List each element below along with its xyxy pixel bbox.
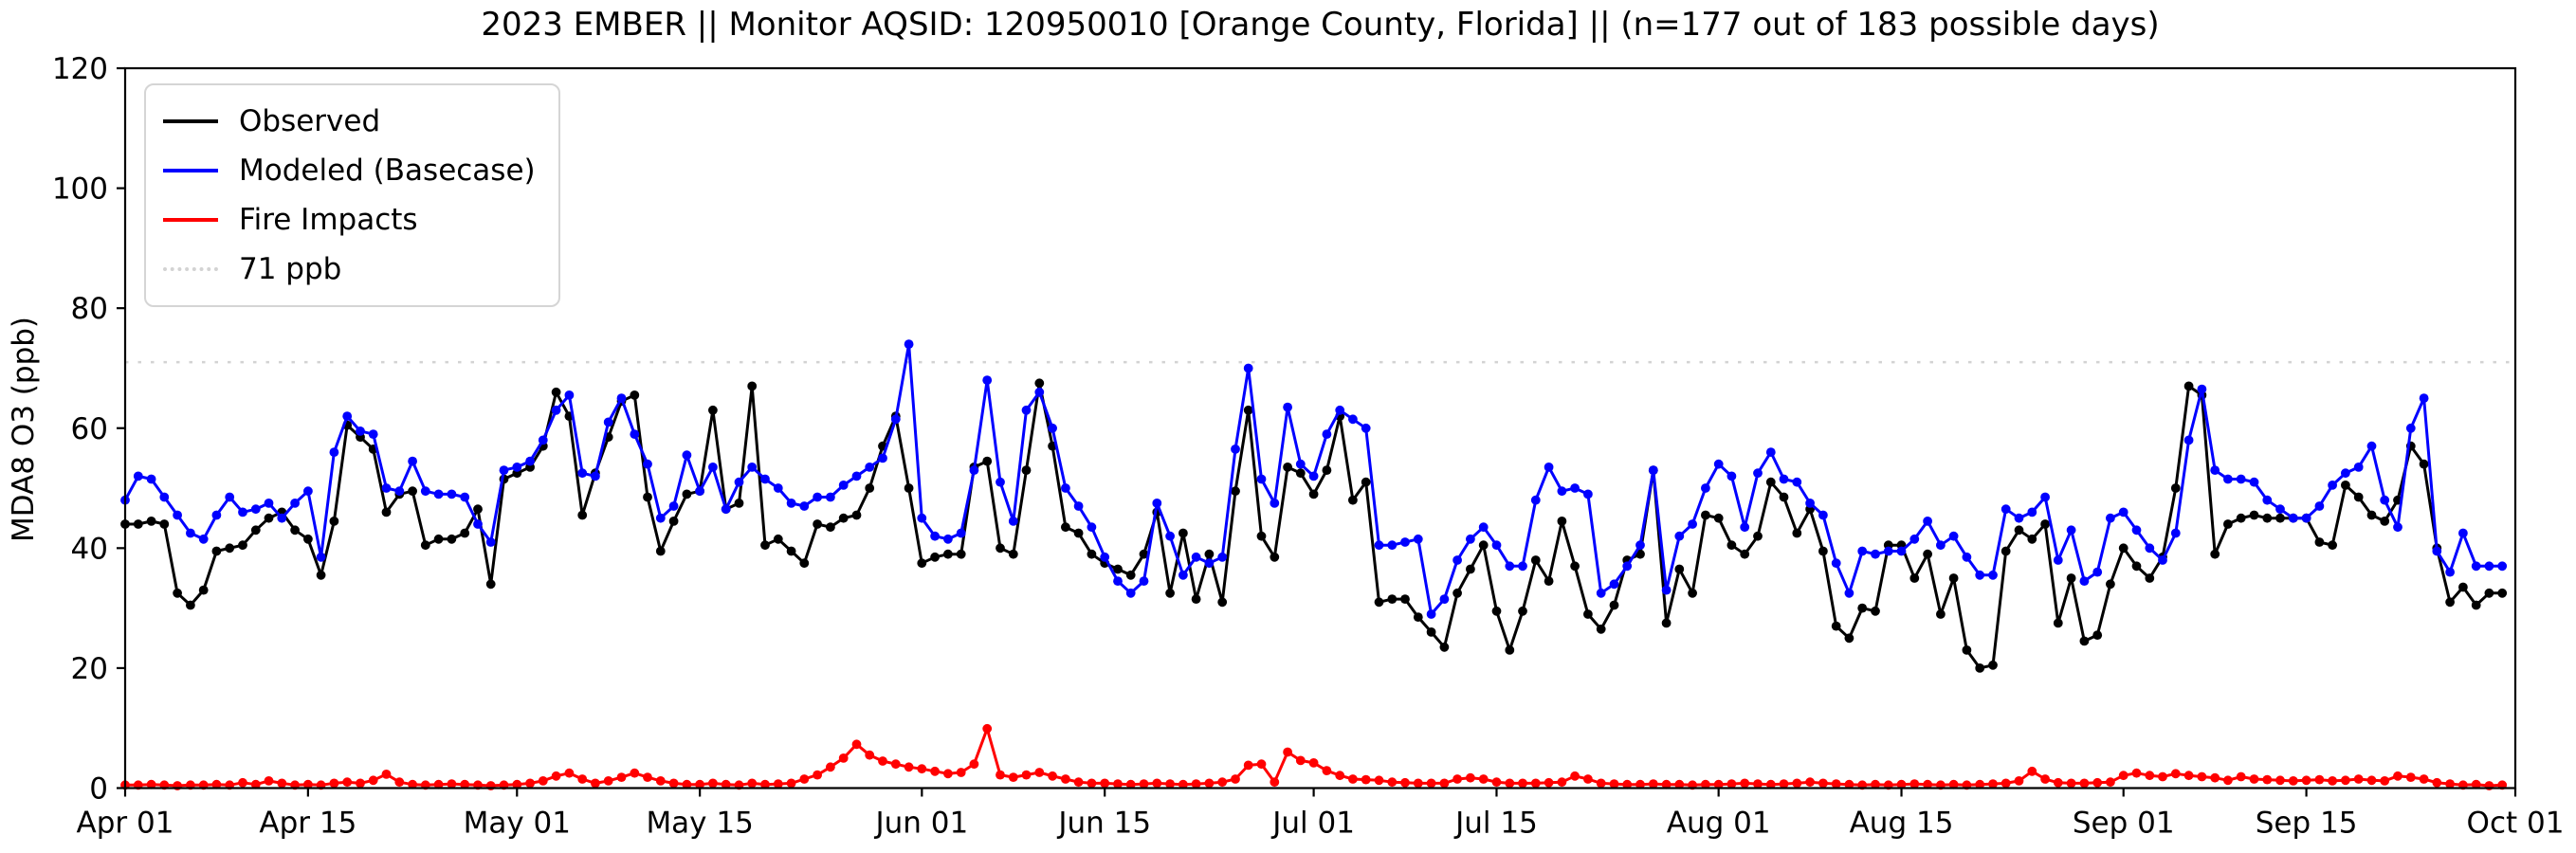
svg-text:Jul 15: Jul 15 xyxy=(1453,807,1538,841)
legend-label-71ppb: 71 ppb xyxy=(239,252,342,286)
svg-text:Aug 01: Aug 01 xyxy=(1667,807,1771,841)
modeled-line-swatch xyxy=(163,169,218,172)
svg-text:80: 80 xyxy=(71,292,108,326)
svg-text:120: 120 xyxy=(52,52,108,86)
series-modeled-basecase- xyxy=(120,339,2508,619)
legend-label-modeled: Modeled (Basecase) xyxy=(239,154,536,188)
threshold-line-swatch xyxy=(163,267,218,271)
svg-text:60: 60 xyxy=(71,412,108,446)
svg-text:May 01: May 01 xyxy=(464,807,571,841)
series-fire-impacts xyxy=(120,723,2508,790)
svg-text:40: 40 xyxy=(71,532,108,566)
data-series-lines xyxy=(120,339,2508,790)
svg-text:100: 100 xyxy=(52,172,108,207)
svg-text:Jun 15: Jun 15 xyxy=(1056,807,1151,841)
legend-label-observed: Observed xyxy=(239,104,381,138)
svg-text:Aug 15: Aug 15 xyxy=(1850,807,1954,841)
svg-text:Sep 15: Sep 15 xyxy=(2256,807,2358,841)
legend-item-modeled: Modeled (Basecase) xyxy=(163,146,536,195)
axis-ticks xyxy=(117,66,2517,797)
observed-line-swatch xyxy=(163,119,218,123)
y-axis-label: MDA8 O3 (ppb) xyxy=(7,316,41,543)
svg-text:20: 20 xyxy=(71,652,108,686)
fire-line-swatch xyxy=(163,218,218,222)
svg-text:Apr 01: Apr 01 xyxy=(77,807,174,841)
svg-text:May 15: May 15 xyxy=(646,807,753,841)
legend: Observed Modeled (Basecase) Fire Impacts… xyxy=(144,83,560,307)
svg-text:Oct 01: Oct 01 xyxy=(2467,807,2565,841)
legend-label-threshold-fire: Fire Impacts xyxy=(239,203,418,237)
svg-text:Apr 15: Apr 15 xyxy=(259,807,356,841)
svg-text:Jun 01: Jun 01 xyxy=(873,807,968,841)
svg-text:0: 0 xyxy=(89,772,108,807)
svg-text:Jul 01: Jul 01 xyxy=(1270,807,1355,841)
legend-item-observed: Observed xyxy=(163,97,536,146)
legend-item-71ppb: 71 ppb xyxy=(163,245,536,294)
svg-text:Sep 01: Sep 01 xyxy=(2073,807,2175,841)
chart-title: 2023 EMBER || Monitor AQSID: 120950010 [… xyxy=(481,6,2160,44)
axis-tick-labels: 0 20 40 60 80 100 120 Apr 01 Apr 15 May 01 May 15 J… xyxy=(52,52,2565,841)
legend-item-fire: Fire Impacts xyxy=(163,195,536,245)
